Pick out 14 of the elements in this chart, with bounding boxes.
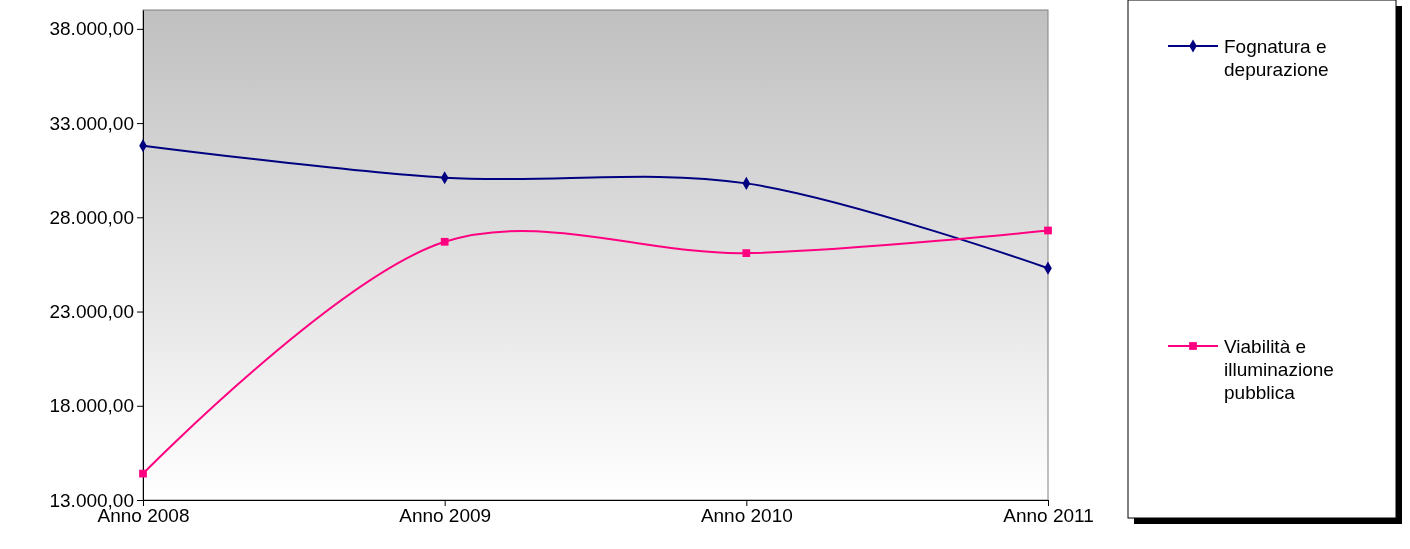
y-tick-label: 33.000,00: [49, 112, 134, 134]
x-tick-label: Anno 2009: [399, 505, 492, 527]
point: [139, 469, 147, 478]
y-tick-label: 38.000,00: [49, 18, 134, 40]
x-tick-label: Anno 2011: [1003, 505, 1094, 527]
legend-label: Viabilità e illuminazione pubblica: [1224, 336, 1334, 403]
point: [440, 237, 449, 246]
x-tick-label: Anno 2010: [700, 505, 793, 527]
point: [742, 249, 751, 257]
y-tick-label: 28.000,00: [49, 206, 134, 228]
point: [1044, 226, 1052, 235]
y-tick-label: 18.000,00: [49, 395, 134, 417]
y-tick-label: 23.000,00: [49, 301, 134, 323]
legend-label: Fognatura e depurazione: [1224, 36, 1329, 80]
